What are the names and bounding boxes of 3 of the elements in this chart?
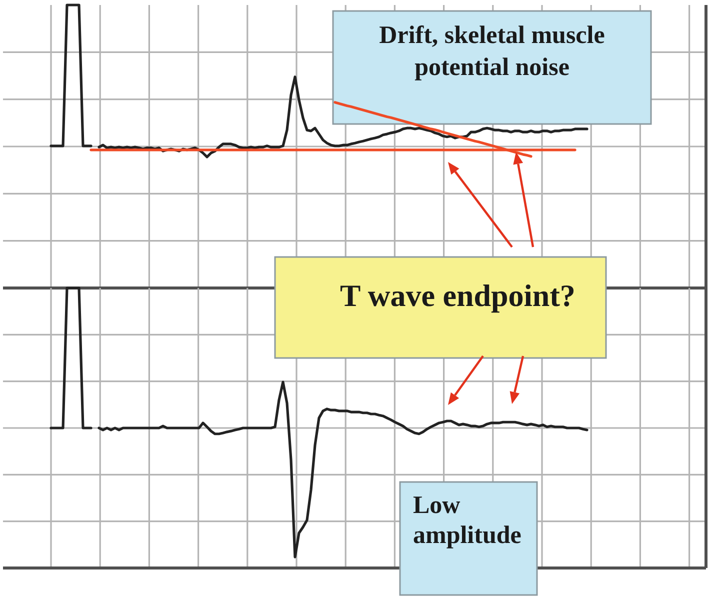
annotation: Drift, skeletal muscle potential noise bbox=[379, 22, 605, 81]
annotation: T wave endpoint? bbox=[340, 278, 576, 313]
annotation: Low amplitude bbox=[413, 492, 522, 549]
